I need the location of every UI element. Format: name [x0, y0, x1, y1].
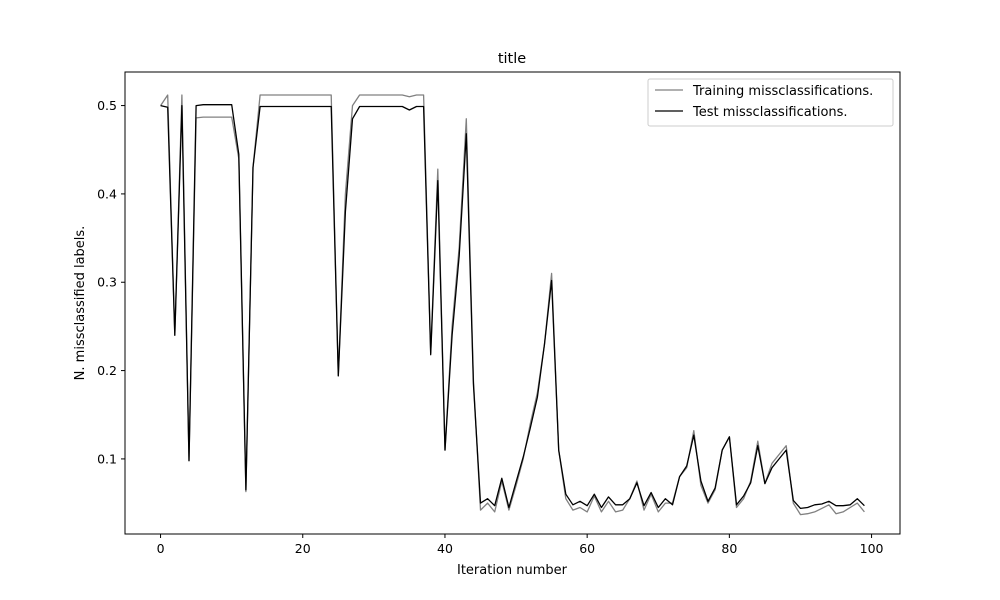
y-tick-label: 0.1 — [97, 451, 117, 466]
series-line-test — [160, 104, 865, 510]
legend-box — [647, 78, 894, 127]
legend-label-training: Training missclassifications. — [692, 84, 873, 99]
y-tick-label: 0.4 — [97, 186, 117, 201]
plot-frame — [124, 71, 901, 535]
x-axis-label: Iteration number — [457, 563, 568, 578]
legend: Training missclassifications. Test missc… — [647, 78, 894, 127]
y-tick-label: 0.2 — [97, 363, 117, 378]
y-tick-label: 0.3 — [97, 275, 117, 290]
y-tick-label: 0.5 — [97, 98, 117, 113]
x-tick-label: 0 — [157, 541, 165, 556]
x-tick-label: 100 — [860, 541, 884, 556]
x-tick-label: 40 — [437, 541, 453, 556]
chart-title: title — [498, 51, 526, 67]
legend-label-test: Test missclassifications. — [692, 105, 848, 120]
x-tick-label: 80 — [721, 541, 737, 556]
axis-ticks: 0 20 40 60 80 100 0.1 0.2 0.3 0.4 0.5 — [97, 98, 883, 556]
x-tick-label: 20 — [295, 541, 311, 556]
series-layer — [160, 94, 865, 516]
y-axis-label: N. missclassified labels. — [73, 226, 88, 381]
x-tick-label: 60 — [579, 541, 595, 556]
